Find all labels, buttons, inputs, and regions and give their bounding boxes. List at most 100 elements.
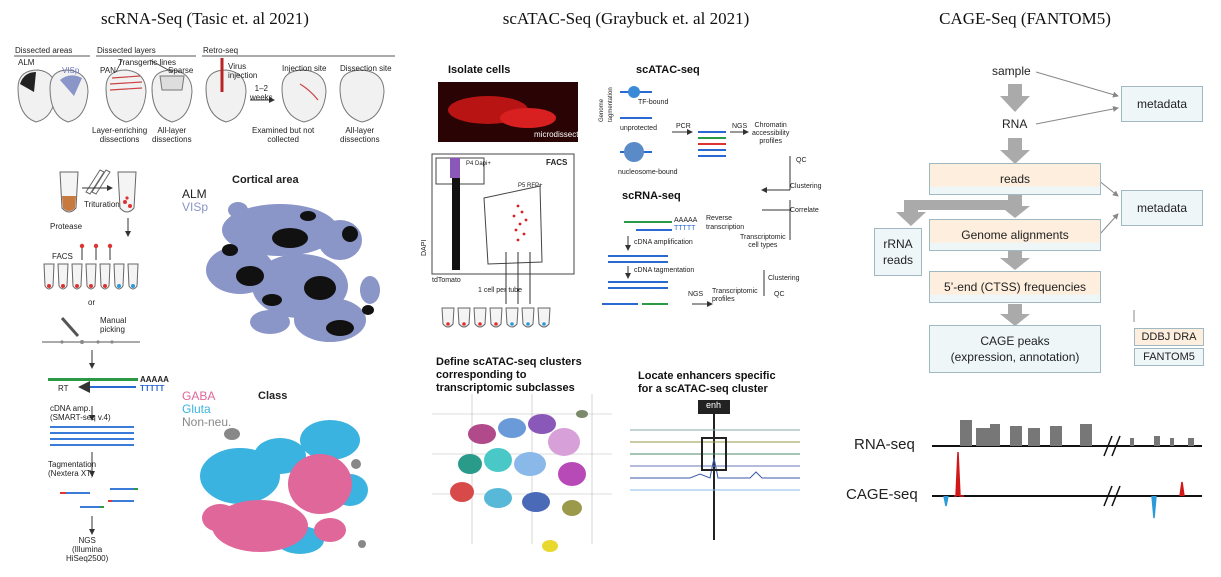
panel-title-scatac: scATAC-Seq (Graybuck et. al 2021) bbox=[502, 9, 750, 28]
rna-seq-coverage-block bbox=[1080, 424, 1092, 446]
label-unprotected: unprotected bbox=[620, 125, 657, 132]
label-manual-picking: Manual picking bbox=[100, 316, 127, 334]
label-cdna-tagmentation: cDNA tagmentation bbox=[634, 267, 695, 274]
label-all-layer-2: All-layer dissections bbox=[340, 126, 380, 144]
label-ttttt-mid: TTTTT bbox=[674, 225, 696, 232]
label-p4: P4 Dapi+ bbox=[466, 161, 491, 167]
label-tf-bound: TF-bound bbox=[638, 99, 669, 106]
label-qc-1: QC bbox=[796, 157, 807, 164]
umap1-title: Cortical area bbox=[232, 174, 299, 186]
axis-break-mark bbox=[1103, 435, 1113, 457]
label-ngs-mid-2: NGS bbox=[688, 291, 704, 298]
header-dissected-layers: Dissected layers bbox=[97, 46, 156, 55]
panel-scrna: scRNA-Seq (Tasic et. al 2021) Dissected … bbox=[0, 0, 410, 577]
label-nucleosome-bound: nucleosome-bound bbox=[618, 169, 678, 176]
label-ttttt: TTTTT bbox=[140, 384, 165, 393]
rna-seq-coverage-block bbox=[1188, 438, 1194, 446]
protocol-illustration bbox=[42, 169, 140, 535]
brain-sections-illustration bbox=[14, 55, 395, 123]
umap-cortical-area bbox=[206, 202, 380, 342]
label-one-cell: 1 cell per tube bbox=[478, 287, 522, 294]
umap-class bbox=[200, 420, 368, 554]
label-visp: VISp bbox=[62, 66, 80, 75]
cage-rna: RNA bbox=[1002, 117, 1028, 131]
rna-seq-coverage-block bbox=[1170, 438, 1174, 446]
label-pan: PAN bbox=[100, 66, 116, 75]
cage-peaks: CAGE peaks (expression, annotation) bbox=[929, 325, 1101, 373]
label-dissection-site: Dissection site bbox=[340, 64, 392, 73]
umap2-legend-gluta: Gluta bbox=[182, 402, 211, 416]
label-enh: enh bbox=[706, 400, 722, 410]
cage-sample: sample bbox=[992, 64, 1031, 78]
label-chromatin-profiles: Chromatin accessibility profiles bbox=[752, 122, 790, 145]
label-aaaaa-mid: AAAAA bbox=[674, 217, 698, 224]
track-label-cage-seq: CAGE-seq bbox=[846, 486, 918, 503]
label-microdissect: microdissect bbox=[534, 130, 579, 139]
umap2-legend-nonneu: Non-neu. bbox=[182, 415, 232, 429]
rna-seq-coverage-block bbox=[990, 424, 1000, 446]
label-transgenic-lines: Transgenic lines bbox=[118, 58, 176, 67]
scatac-cluster-map bbox=[432, 394, 612, 552]
label-clustering-1: Clustering bbox=[790, 183, 822, 190]
cage-genome-alignments: Genome alignments bbox=[929, 219, 1101, 251]
sequencing-workflow bbox=[602, 86, 791, 307]
axis-break-mark bbox=[1103, 485, 1113, 507]
cage-peak-minus bbox=[1151, 495, 1157, 519]
panel-cage: CAGE-Seq (FANTOM5) sample RNA metadata r… bbox=[822, 0, 1221, 577]
umap2-legend-gaba: GABA bbox=[182, 389, 216, 403]
label-pcr: PCR bbox=[676, 123, 691, 130]
rna-seq-coverage-block bbox=[1050, 426, 1062, 446]
rna-seq-coverage-block bbox=[976, 428, 990, 446]
label-facs-mid: FACS bbox=[546, 158, 568, 167]
label-reverse-transcription: Reverse transcription bbox=[706, 215, 745, 231]
header-retro-seq: Retro-seq bbox=[203, 46, 239, 55]
signal-tracks bbox=[932, 420, 1202, 519]
rna-seq-coverage-block bbox=[1028, 428, 1040, 446]
label-virus-injection: Virus injection bbox=[228, 62, 258, 80]
label-tdtomato: tdTomato bbox=[432, 277, 461, 284]
cage-rrna-reads: rRNA reads bbox=[874, 228, 922, 276]
label-facs-left: FACS bbox=[52, 252, 73, 261]
label-layer-enriching: Layer-enriching dissections bbox=[92, 126, 148, 144]
label-p5: P5 RFP+ bbox=[518, 183, 543, 189]
cage-ddbj-dra: DDBJ DRA bbox=[1134, 328, 1204, 346]
rna-seq-coverage-block bbox=[1010, 426, 1022, 446]
axis-break-mark bbox=[1111, 435, 1121, 457]
label-trituration: Trituration bbox=[84, 200, 120, 209]
umap1-legend-visp: VISp bbox=[182, 200, 209, 214]
enhancer-tracks bbox=[630, 400, 800, 540]
axis-break-mark bbox=[1111, 485, 1121, 507]
cage-peak-plus bbox=[954, 451, 964, 497]
rna-seq-coverage-block bbox=[1154, 436, 1160, 446]
umap2-title: Class bbox=[258, 390, 288, 402]
panel-title-cage: CAGE-Seq (FANTOM5) bbox=[939, 9, 1111, 28]
label-all-layer: All-layer dissections bbox=[152, 126, 192, 144]
cage-metadata-1: metadata bbox=[1121, 86, 1203, 122]
cage-metadata-2: metadata bbox=[1121, 190, 1203, 226]
label-cdna-amplification: cDNA amplification bbox=[634, 239, 693, 246]
label-correlate: Correlate bbox=[790, 207, 819, 214]
label-or: or bbox=[88, 298, 96, 307]
label-rt: RT bbox=[58, 384, 69, 393]
label-tagmentation: Tagmentation (Nextera XT) bbox=[48, 460, 97, 478]
label-cdna-amp: cDNA amp. (SMART-seq v.4) bbox=[50, 404, 111, 422]
cage-flowchart-arrows bbox=[896, 71, 1135, 326]
heading-scatac: scATAC-seq bbox=[636, 64, 700, 76]
label-ngs-mid: NGS bbox=[732, 123, 748, 130]
label-injection-site: Injection site bbox=[282, 64, 327, 73]
label-dapi: DAPI bbox=[421, 239, 428, 256]
isolate-cells-illustration bbox=[431, 82, 578, 328]
cage-peak-minus bbox=[943, 495, 949, 507]
label-sparse: Sparse bbox=[168, 66, 194, 75]
header-dissected-areas: Dissected areas bbox=[15, 46, 73, 55]
heading-locate-enhancers: Locate enhancers specific for a scATAC-s… bbox=[638, 370, 776, 395]
heading-scrna: scRNA-seq bbox=[622, 190, 681, 202]
cage-peak-plus bbox=[1179, 481, 1185, 497]
cage-reads: reads bbox=[929, 163, 1101, 195]
label-ngs-left: NGS (Illumina HiSeq2500) bbox=[66, 536, 109, 563]
cage-fantom5: FANTOM5 bbox=[1134, 348, 1204, 366]
label-genome-tagmentation: Genome tagmentation bbox=[599, 87, 614, 122]
rna-seq-coverage-block bbox=[1130, 438, 1134, 446]
umap1-legend-alm: ALM bbox=[182, 187, 207, 201]
panel-scatac: scATAC-Seq (Graybuck et. al 2021) Isolat… bbox=[418, 0, 822, 577]
